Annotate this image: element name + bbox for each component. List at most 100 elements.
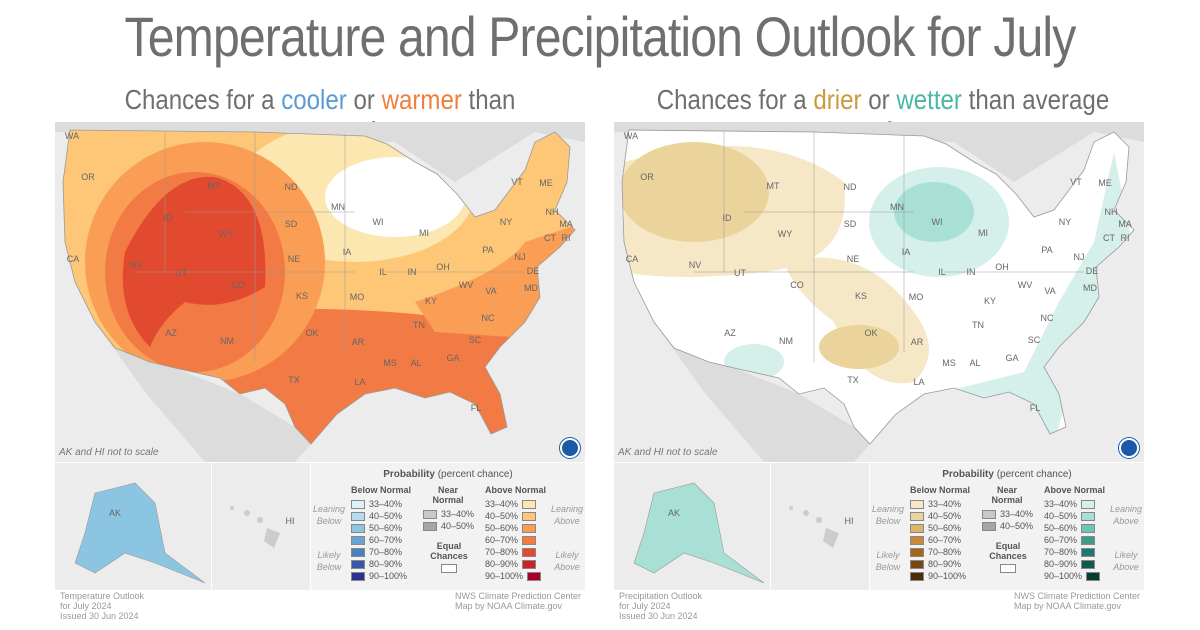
legend-label: 80–90% (369, 559, 403, 569)
state-label-ne: NE (287, 254, 301, 264)
temperature-panel: WA OR CA NV ID UT AZ MT WY CO NM ND SD NE KS OK TX MN IA MO… (55, 122, 585, 622)
state-label-ks: KS (854, 291, 868, 301)
legend-label: 40–50% (1000, 521, 1034, 531)
probability-region (944, 152, 1134, 442)
state-label-ky: KY (983, 296, 997, 306)
legend-label: 80–90% (928, 559, 962, 569)
legend-leaning-above: Leaning Above (550, 504, 584, 526)
legend-item: 80–90% (910, 558, 970, 570)
legend-likely-below: Likely Below (875, 550, 901, 572)
state-label-or: OR (640, 172, 654, 182)
alaska-map (633, 482, 765, 584)
state-label-ca: CA (66, 254, 80, 264)
state-label-nd: ND (284, 182, 298, 192)
state-label-ma: MA (559, 219, 573, 229)
legend-item: 50–60% (351, 522, 411, 534)
probability-legend: Probability (percent chance) Below Normal… (311, 463, 585, 590)
state-label-tx: TX (288, 375, 300, 385)
legend-item: 40–50% (485, 510, 546, 522)
legend-column-header: Above Normal (485, 485, 547, 495)
legend-below-normal: Below Normal 33–40% 40–50% 50–60% 60–70% 70–8… (910, 485, 970, 582)
state-label-nv: NV (688, 260, 702, 270)
cooler-word: cooler (281, 84, 347, 115)
noaa-logo (1119, 438, 1139, 458)
state-label-il: IL (938, 267, 946, 277)
legend-item: 50–60% (485, 522, 546, 534)
legend-swatch (1081, 535, 1096, 545)
legend-title: Probability (percent chance) (311, 469, 585, 480)
state-label-md: MD (1083, 283, 1097, 293)
legend-swatch (1081, 559, 1096, 569)
probability-region (122, 176, 266, 347)
legend-leaning-above: Leaning Above (1109, 504, 1143, 526)
state-label-ga: GA (1005, 353, 1019, 363)
legend-label: 50–60% (485, 523, 519, 533)
state-label-wv: WV (458, 280, 474, 290)
legend-column-header: Near Normal (432, 485, 464, 505)
state-label-va: VA (1044, 286, 1056, 296)
state-label-nm: NM (779, 336, 793, 346)
probability-region (894, 182, 974, 242)
legend-item: 90–100% (1044, 570, 1105, 582)
legend-label: 33–40% (369, 499, 403, 509)
footer-line: Precipitation Outlook (619, 591, 703, 601)
alaska-inset: AK (614, 463, 770, 590)
legend-item: 90–100% (910, 570, 970, 582)
legend-swatch (1081, 499, 1096, 509)
state-label-ks: KS (295, 291, 309, 301)
inset-label-ak: AK (108, 508, 122, 518)
state-label-mn: MN (890, 202, 904, 212)
legend-label: 60–70% (1044, 535, 1078, 545)
state-label-me: ME (1098, 178, 1112, 188)
state-label-tn: TN (413, 320, 425, 330)
legend-column-header: Below Normal (910, 485, 971, 495)
legend-label: 33–40% (485, 499, 519, 509)
state-label-la: LA (354, 377, 366, 387)
state-label-il: IL (379, 267, 387, 277)
state-label-fl: FL (1029, 403, 1041, 413)
probability-region (325, 157, 465, 237)
state-label-sc: SC (1027, 335, 1041, 345)
state-label-wi: WI (372, 217, 384, 227)
legend-likely-above: Likely Above (1113, 550, 1139, 572)
us-outline (62, 129, 576, 445)
legend-swatch (522, 535, 537, 545)
state-label-sd: SD (843, 219, 857, 229)
state-label-mo: MO (908, 292, 924, 302)
footer-line: NWS Climate Prediction Center (1014, 591, 1141, 601)
hawaii-map (230, 506, 280, 548)
legend-label: 90–100% (928, 571, 967, 581)
legend-title-rest: (percent chance) (434, 469, 513, 480)
drier-word: drier (813, 84, 862, 115)
state-label-mi: MI (419, 228, 429, 238)
state-label-co: CO (790, 280, 804, 290)
legend-item: 50–60% (1044, 522, 1105, 534)
legend-swatch (351, 535, 365, 545)
legend-label: 70–80% (928, 547, 962, 557)
legend-swatch (910, 571, 924, 581)
legend-label: 70–80% (485, 547, 519, 557)
state-label-al: AL (969, 358, 981, 368)
state-label-nj: NJ (514, 252, 526, 262)
legend-swatch (910, 499, 924, 509)
legend-label: 90–100% (369, 571, 408, 581)
precipitation-map: WA OR CA NV ID UT AZ MT WY CO NM ND SD NE KS OK TX MN IA MO… (614, 122, 1144, 462)
legend-swatch (1081, 511, 1096, 521)
state-label-tx: TX (847, 375, 859, 385)
state-label-ok: OK (864, 328, 878, 338)
state-label-in: IN (407, 267, 417, 277)
state-label-pa: PA (1041, 245, 1053, 255)
state-label-mt: MT (207, 181, 221, 191)
state-label-sd: SD (284, 219, 298, 229)
legend-leaning-below: Leaning Below (312, 504, 346, 526)
temperature-map: WA OR CA NV ID UT AZ MT WY CO NM ND SD NE KS OK TX MN IA MO… (55, 122, 585, 462)
canada-land (55, 122, 585, 182)
legend-label: 40–50% (928, 511, 962, 521)
state-label-fl: FL (470, 403, 482, 413)
state-label-ri: RI (1120, 233, 1130, 243)
state-label-wy: WY (218, 229, 234, 239)
footer-line: for July 2024 (60, 601, 112, 611)
legend-swatch (910, 559, 924, 569)
probability-region (622, 142, 769, 242)
footer-line: for July 2024 (619, 601, 671, 611)
